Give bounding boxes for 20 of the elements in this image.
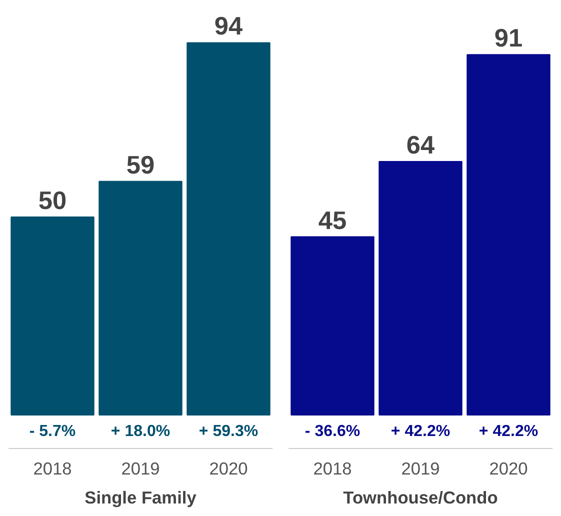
data-label: 50	[38, 186, 67, 215]
data-label: 91	[494, 24, 523, 53]
x-tick-label: 2020	[209, 458, 248, 478]
x-tick-label: 2018	[313, 458, 352, 478]
annotation: - 36.6%	[304, 422, 360, 440]
x-tick-label: 2020	[489, 458, 528, 478]
data-label: 59	[126, 151, 155, 180]
x-tick-label: 2019	[401, 458, 440, 478]
data-label: 64	[406, 132, 435, 160]
data-label: 45	[318, 206, 347, 235]
x-axis-title: Single Family	[84, 488, 197, 508]
data-label: 94	[214, 12, 243, 41]
annotation: + 18.0%	[110, 422, 170, 440]
annotation: - 5.7%	[29, 422, 76, 440]
x-tick-label: 2019	[121, 458, 160, 478]
annotation: + 42.2%	[390, 422, 450, 440]
annotation: + 59.3%	[198, 422, 258, 440]
x-tick-label: 2018	[33, 458, 72, 478]
annotation: + 42.2%	[478, 422, 538, 440]
x-axis-title: Townhouse/Condo	[343, 488, 498, 508]
